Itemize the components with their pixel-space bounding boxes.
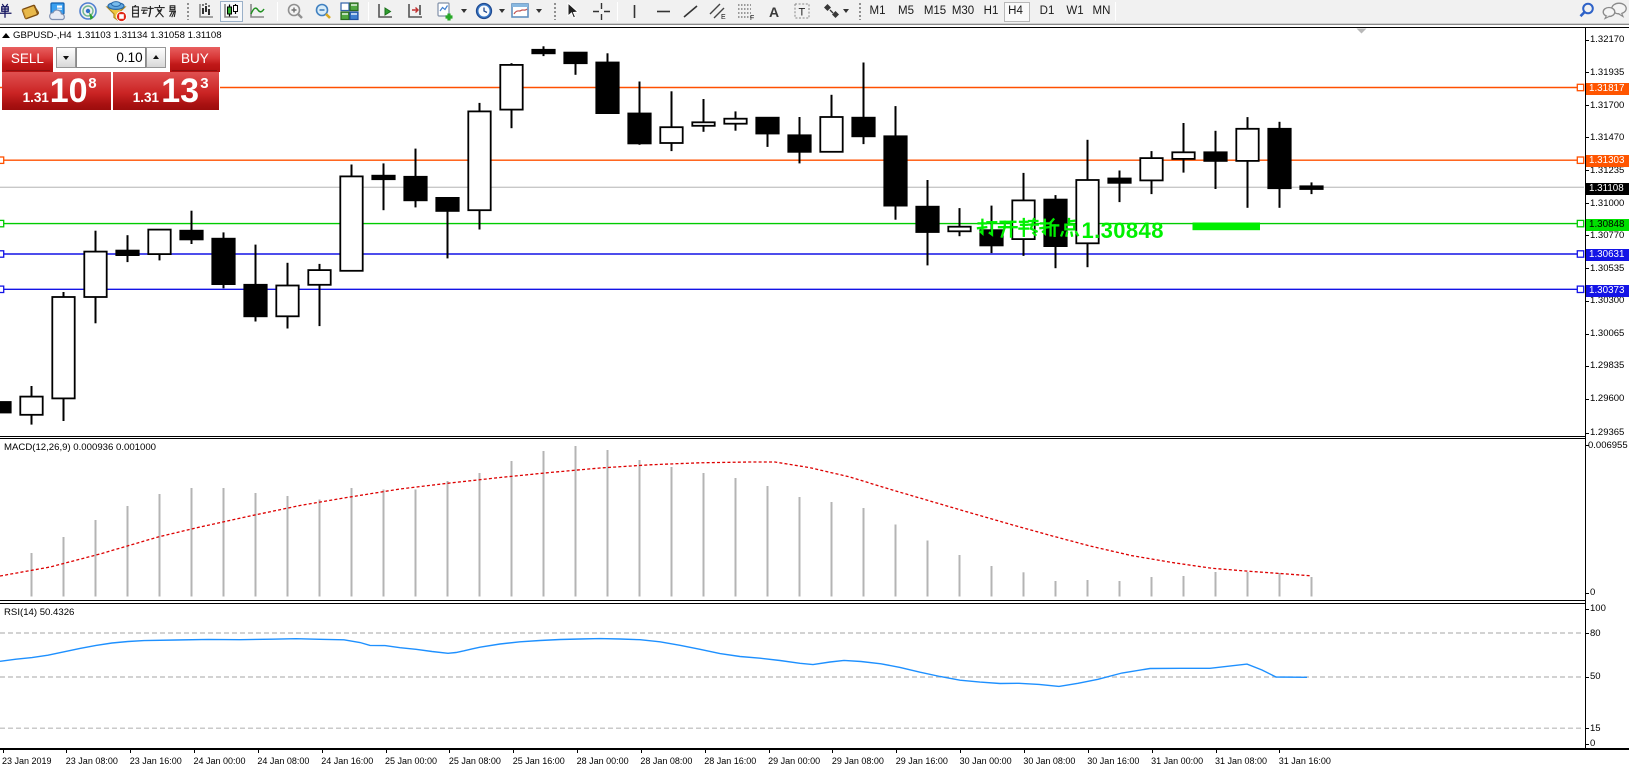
svg-text:E: E <box>721 14 726 21</box>
svg-text:T: T <box>799 7 806 19</box>
svg-text:F: F <box>750 15 754 21</box>
